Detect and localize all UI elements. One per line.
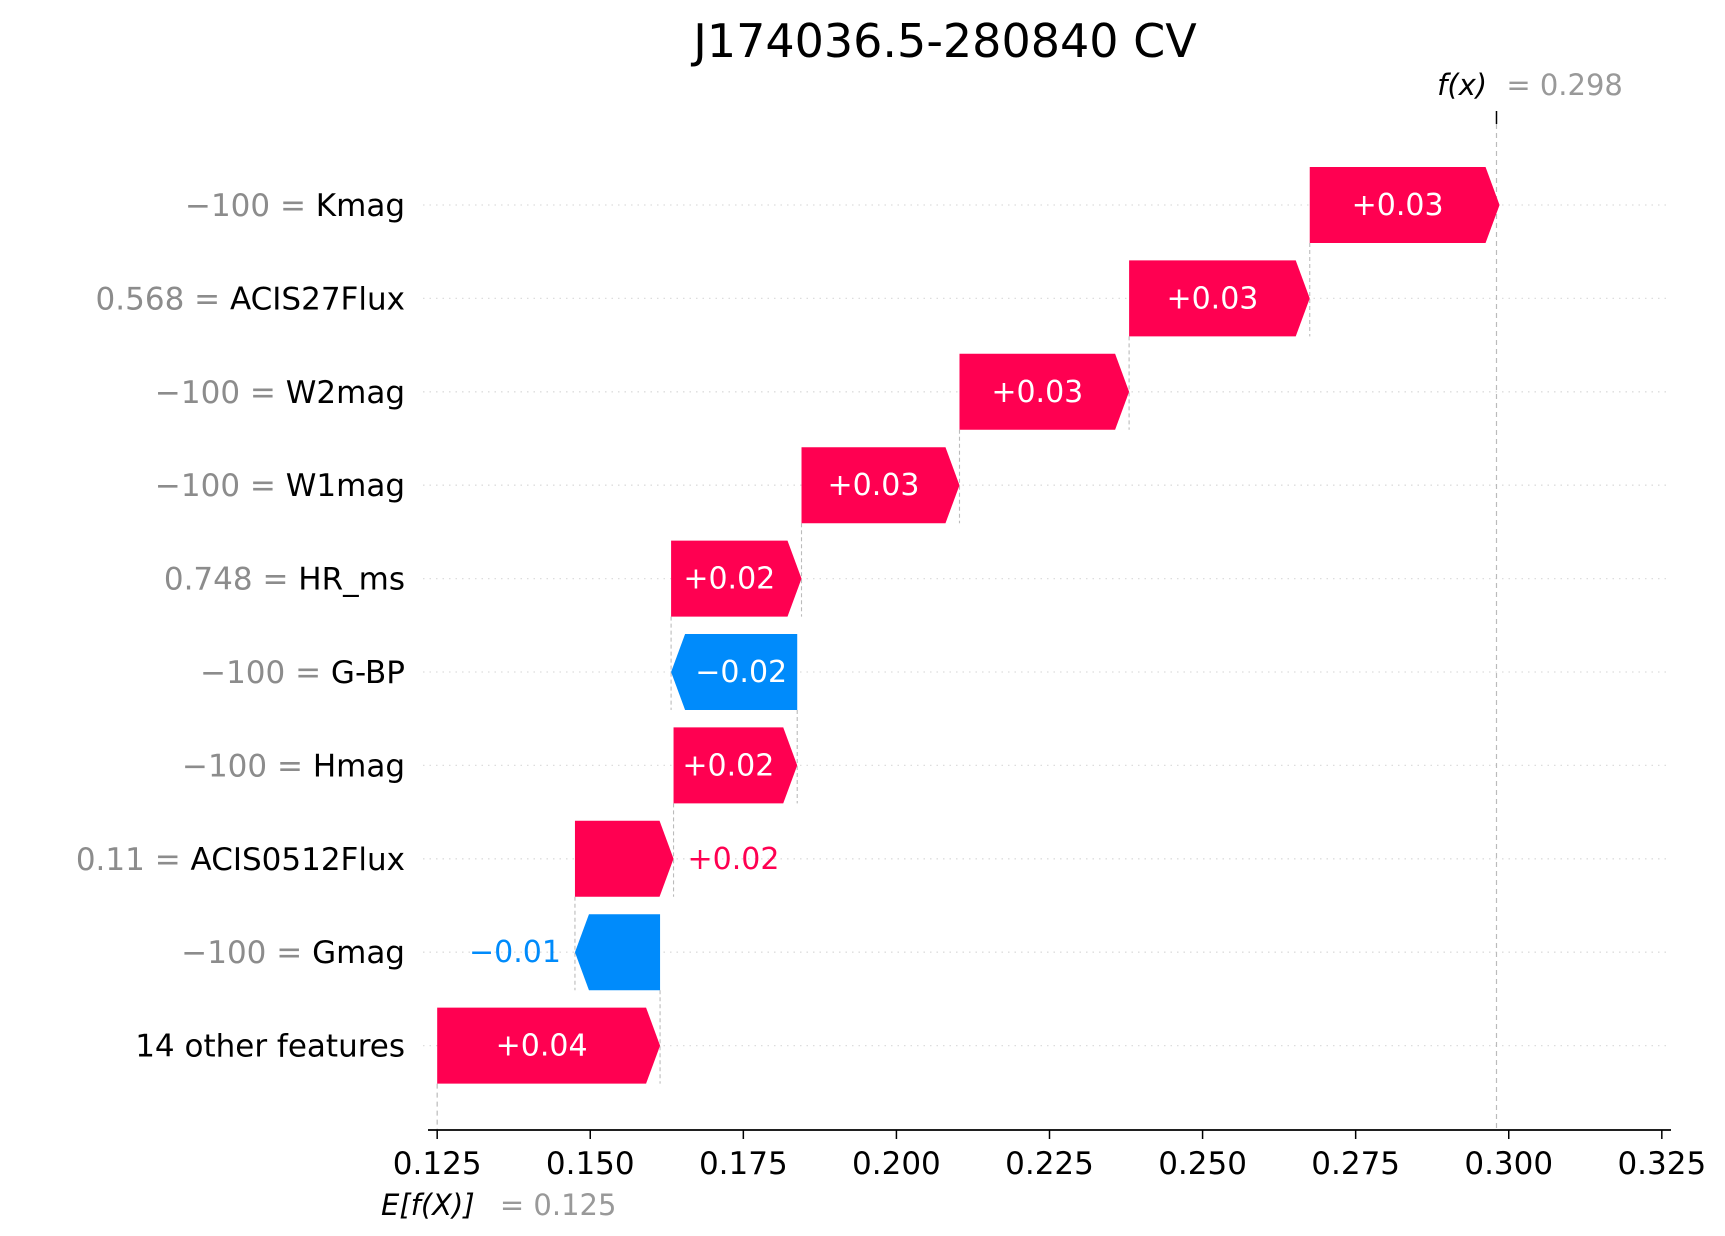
feature-label: −100 = Hmag — [182, 748, 405, 784]
feature-name: HR_ms — [298, 562, 405, 598]
x-axis: 0.125 0.150 0.175 0.200 0.225 0.250 0.275 0.300… — [393, 1129, 1706, 1182]
feature-value: −100 = — [181, 935, 312, 971]
output-value-annotation: f(x) = 0.298 — [1437, 68, 1623, 124]
output-value: 0.298 — [1540, 68, 1623, 102]
bar-14-other-features — [437, 1007, 661, 1084]
feature-value: −100 = — [182, 748, 313, 784]
feature-label: −100 = Kmag — [185, 188, 405, 224]
bar-value-label: +0.02 — [688, 842, 780, 877]
feature-label: −100 = Gmag — [181, 935, 405, 971]
x-tick-label: 0.150 — [546, 1146, 635, 1182]
x-tick-label: 0.125 — [393, 1146, 482, 1182]
bars: +0.03 +0.03 +0.03 +0.03 +0.02 −0.02 +0.02 +0.02… — [437, 167, 1500, 1084]
bar-value-label: +0.02 — [683, 562, 775, 597]
feature-value: 0.11 = — [76, 842, 191, 878]
x-tick-label: 0.250 — [1158, 1146, 1247, 1182]
base-value: 0.125 — [533, 1188, 616, 1222]
bar-value-label: +0.03 — [991, 375, 1083, 410]
bar-hr_ms — [671, 540, 802, 617]
svg-text:E[f(X)] = 0.125: E[f(X)] = 0.125 — [381, 1188, 616, 1222]
feature-value: −100 = — [155, 468, 286, 504]
bar-value-label: +0.04 — [496, 1029, 588, 1064]
feature-name: Kmag — [316, 188, 405, 224]
feature-label: 0.568 = ACIS27Flux — [96, 281, 405, 317]
guide-lines — [436, 124, 1498, 1130]
x-tick-label: 0.200 — [852, 1146, 941, 1182]
feature-label: 0.748 = HR_ms — [164, 562, 405, 598]
bar-hmag — [673, 727, 798, 804]
base-label: E[f(X)] — [381, 1188, 475, 1222]
feature-label: 14 other features — [135, 1029, 405, 1065]
feature-label: −100 = W2mag — [155, 375, 405, 411]
x-tick-label: 0.175 — [699, 1146, 788, 1182]
feature-name: W1mag — [286, 468, 405, 504]
bar-kmag — [1309, 167, 1500, 243]
bar-value-label: −0.02 — [695, 655, 787, 690]
x-tick-label: 0.275 — [1311, 1146, 1400, 1182]
bar-gmag — [574, 914, 661, 991]
feature-label: −100 = W1mag — [155, 468, 405, 504]
x-tick-label: 0.300 — [1464, 1146, 1553, 1182]
chart-title: J174036.5-280840 CV — [690, 14, 1197, 68]
bar-acis27flux — [1129, 260, 1310, 337]
bar-value-label: +0.03 — [1352, 188, 1444, 223]
x-tick-label: 0.225 — [1005, 1146, 1094, 1182]
bar-g-bp — [671, 634, 798, 710]
bar-value-label: −0.01 — [469, 935, 561, 970]
feature-name: Hmag — [313, 748, 405, 784]
feature-name: G-BP — [331, 655, 405, 691]
output-label: f(x) — [1437, 68, 1487, 102]
x-tick-label: 0.325 — [1617, 1146, 1706, 1182]
feature-value: 0.568 = — [96, 281, 230, 317]
bar-value-label: +0.03 — [828, 468, 920, 503]
bar-w2mag — [959, 353, 1130, 430]
feature-name: ACIS0512Flux — [191, 842, 405, 878]
feature-value: −100 = — [155, 375, 286, 411]
feature-label: 0.11 = ACIS0512Flux — [76, 842, 405, 878]
feature-value: −100 = — [200, 655, 331, 691]
bar-value-label: +0.02 — [682, 748, 774, 783]
feature-label: −100 = G-BP — [200, 655, 405, 691]
feature-name: Gmag — [312, 935, 405, 971]
feature-value: 0.748 = — [164, 562, 298, 598]
feature-value: −100 = — [185, 188, 316, 224]
base-value-annotation: E[f(X)] = 0.125 — [381, 1188, 616, 1222]
bar-value-label: +0.03 — [1166, 281, 1258, 316]
feature-labels: −100 = Kmag 0.568 = ACIS27Flux −100 = W2ma… — [76, 188, 405, 1065]
bar-w1mag — [801, 447, 960, 524]
svg-text:f(x) = 0.298: f(x) = 0.298 — [1437, 68, 1623, 102]
feature-name: 14 other features — [135, 1029, 405, 1065]
feature-name: W2mag — [286, 375, 405, 411]
feature-name: ACIS27Flux — [230, 281, 405, 317]
bar-acis0512flux — [574, 820, 674, 897]
